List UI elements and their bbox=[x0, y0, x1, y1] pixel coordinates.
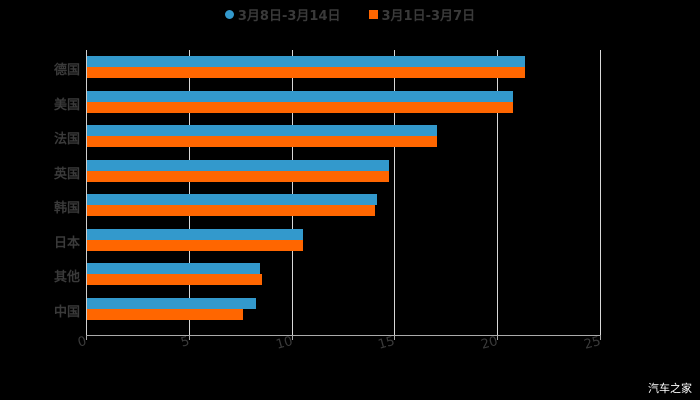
bar-series-1[interactable] bbox=[87, 263, 260, 274]
x-tick bbox=[394, 335, 395, 340]
x-tick-label: 15 bbox=[376, 334, 397, 353]
bar-series-1[interactable] bbox=[87, 229, 303, 240]
bar-series-2[interactable] bbox=[87, 240, 303, 251]
category-label: 中国 bbox=[53, 305, 80, 320]
category-label: 日本 bbox=[53, 236, 80, 251]
gridline bbox=[292, 50, 293, 335]
category-label: 德国 bbox=[53, 63, 80, 78]
x-tick-label: 20 bbox=[479, 334, 500, 353]
gridline bbox=[394, 50, 395, 335]
category-label: 韩国 bbox=[53, 201, 80, 216]
legend-item-series-1[interactable]: 3月8日-3月14日 bbox=[224, 4, 341, 24]
gridline bbox=[600, 50, 601, 335]
gridline bbox=[497, 50, 498, 335]
legend-label: 3月1日-3月7日 bbox=[381, 8, 476, 24]
bar-series-2[interactable] bbox=[87, 102, 513, 113]
bar-series-2[interactable] bbox=[87, 309, 243, 320]
bar-series-2[interactable] bbox=[87, 274, 262, 285]
bar-series-1[interactable] bbox=[87, 125, 437, 136]
chart-legend: 3月8日-3月14日 3月1日-3月7日 bbox=[0, 4, 700, 24]
x-tick bbox=[189, 335, 190, 340]
gridline bbox=[189, 50, 190, 335]
bar-series-1[interactable] bbox=[87, 194, 377, 205]
circle-marker-icon bbox=[224, 9, 234, 19]
x-tick bbox=[600, 335, 601, 340]
square-marker-icon bbox=[368, 9, 378, 19]
watermark: 汽车之家 bbox=[648, 382, 692, 395]
category-label: 美国 bbox=[53, 98, 80, 113]
bar-series-2[interactable] bbox=[87, 67, 525, 78]
bar-series-2[interactable] bbox=[87, 205, 375, 216]
bar-series-1[interactable] bbox=[87, 91, 513, 102]
category-label: 其他 bbox=[53, 270, 80, 285]
legend-item-series-2[interactable]: 3月1日-3月7日 bbox=[368, 4, 476, 24]
bar-series-1[interactable] bbox=[87, 298, 256, 309]
x-tick bbox=[86, 335, 87, 340]
bar-series-2[interactable] bbox=[87, 136, 437, 147]
category-label: 英国 bbox=[53, 167, 80, 182]
category-label: 法国 bbox=[53, 132, 80, 147]
x-tick bbox=[497, 335, 498, 340]
bar-series-1[interactable] bbox=[87, 160, 389, 171]
legend-label: 3月8日-3月14日 bbox=[237, 8, 341, 24]
bar-series-2[interactable] bbox=[87, 171, 389, 182]
y-axis-line bbox=[86, 50, 87, 335]
x-tick bbox=[292, 335, 293, 340]
x-axis-line bbox=[86, 335, 601, 336]
x-tick-label: 25 bbox=[582, 334, 603, 353]
x-tick-label: 10 bbox=[274, 334, 295, 353]
bar-series-1[interactable] bbox=[87, 56, 525, 67]
